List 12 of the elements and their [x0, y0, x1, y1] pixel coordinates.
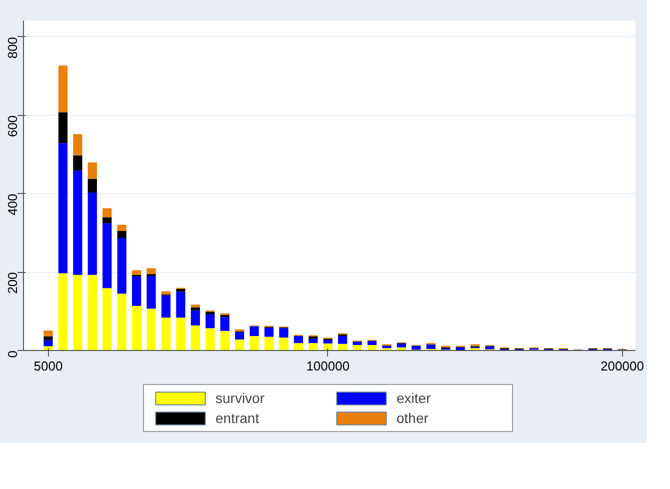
y-tick-label: 200: [5, 272, 20, 294]
legend-label: exiter: [396, 390, 432, 406]
legend-label: survivor: [216, 390, 266, 406]
x-tick-label: 100000: [306, 358, 350, 374]
y-tick-label: 600: [5, 115, 20, 138]
legend-label: entrant: [216, 410, 260, 426]
x-tick-label: 5000: [34, 358, 63, 374]
legend-label: other: [396, 410, 430, 426]
y-tick-label: 400: [5, 194, 20, 216]
y-tick-label: 800: [5, 36, 20, 59]
y-tick-label: 0: [5, 350, 20, 358]
x-tick-label: 200000: [600, 358, 644, 374]
